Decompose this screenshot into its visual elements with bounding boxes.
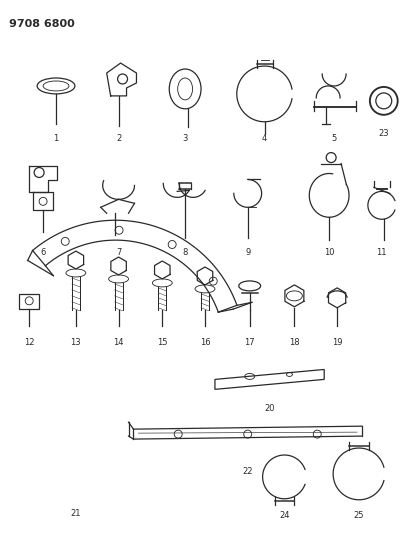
Text: 17: 17 [245, 337, 255, 346]
Text: 2: 2 [116, 134, 121, 143]
Text: 22: 22 [242, 467, 253, 476]
Text: 4: 4 [262, 134, 267, 143]
Bar [19, 294, 39, 309]
Circle shape [168, 240, 176, 248]
Circle shape [115, 227, 123, 234]
Text: 21: 21 [71, 508, 81, 518]
Text: 5: 5 [332, 134, 337, 143]
Text: 20: 20 [264, 404, 275, 413]
Text: 9708 6800: 9708 6800 [9, 19, 75, 29]
Text: 24: 24 [279, 511, 290, 520]
Text: 15: 15 [157, 337, 168, 346]
Text: 7: 7 [116, 248, 121, 257]
Text: 14: 14 [113, 337, 124, 346]
Text: 12: 12 [24, 337, 35, 346]
Text: 13: 13 [71, 337, 81, 346]
Text: 9: 9 [245, 248, 250, 257]
Circle shape [209, 277, 217, 285]
Text: 10: 10 [324, 248, 335, 257]
Text: 23: 23 [379, 129, 389, 138]
Circle shape [174, 430, 182, 438]
Circle shape [244, 430, 252, 438]
Text: 6: 6 [40, 248, 46, 257]
Text: 8: 8 [182, 248, 188, 257]
Text: 1: 1 [53, 134, 59, 143]
Text: 11: 11 [376, 248, 387, 257]
Text: 16: 16 [200, 337, 210, 346]
Text: 3: 3 [182, 134, 188, 143]
Circle shape [313, 430, 321, 438]
Text: 19: 19 [332, 337, 342, 346]
Text: 25: 25 [354, 511, 364, 520]
Text: 18: 18 [289, 337, 300, 346]
Circle shape [61, 237, 69, 245]
